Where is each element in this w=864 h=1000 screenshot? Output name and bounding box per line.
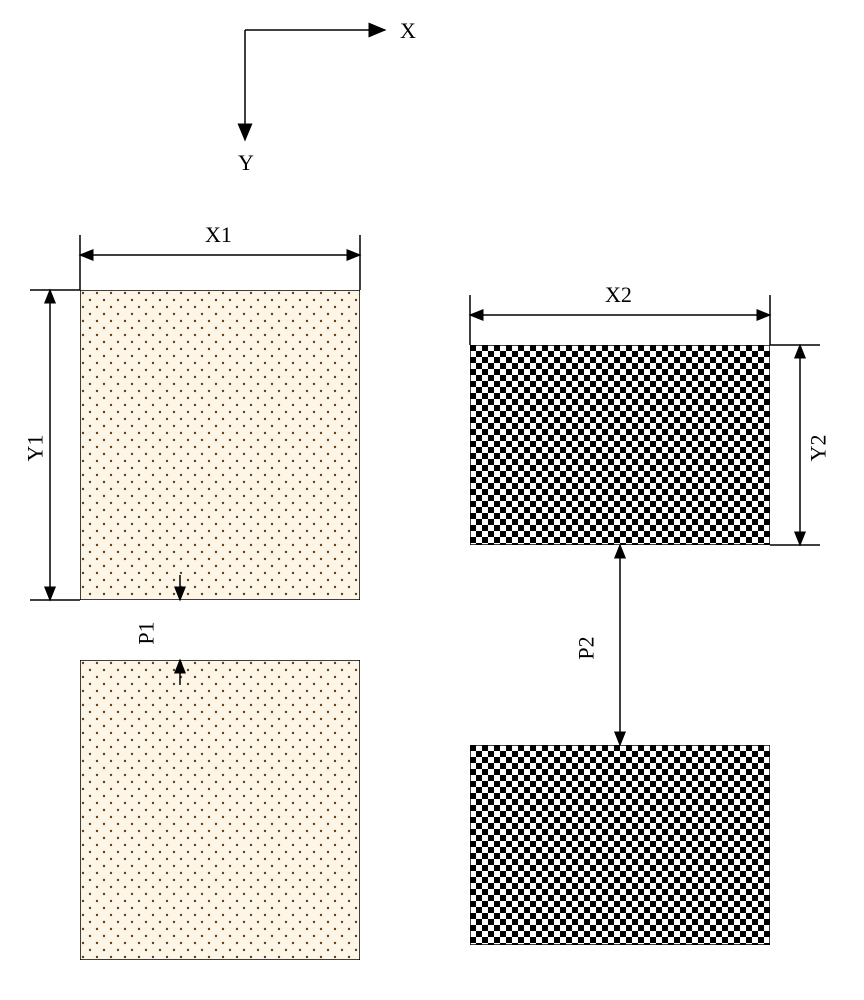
dim-p1-label: P1 xyxy=(134,621,160,644)
dim-p2-label: P2 xyxy=(574,636,600,659)
block1-bottom xyxy=(80,660,360,960)
block2-top xyxy=(470,345,770,545)
block2-bottom xyxy=(470,745,770,945)
block1-top xyxy=(80,290,360,600)
dim-x1-label: X1 xyxy=(205,222,232,248)
dim-y1-label: Y1 xyxy=(22,435,48,462)
dim-x2-label: X2 xyxy=(605,282,632,308)
axis-y-label: Y xyxy=(238,150,254,176)
dim-y2-label: Y2 xyxy=(805,435,831,462)
dim-p2 xyxy=(610,545,630,745)
dim-p1 xyxy=(170,575,190,685)
axis-x-label: X xyxy=(400,18,416,44)
coord-axes xyxy=(0,0,864,180)
